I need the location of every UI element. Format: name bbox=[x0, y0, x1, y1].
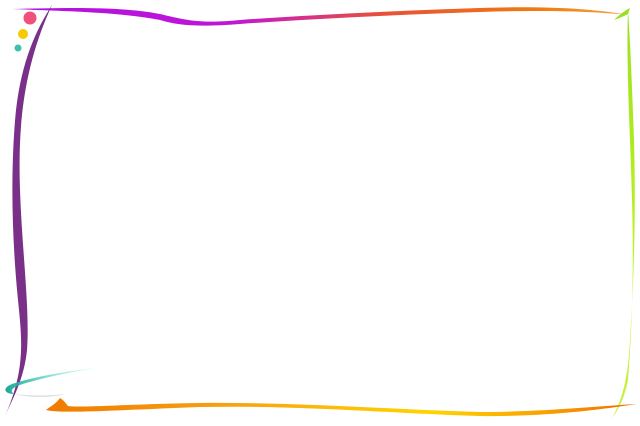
yellow-dot bbox=[18, 29, 28, 39]
grey-swoosh bbox=[14, 394, 66, 397]
top-stroke bbox=[12, 7, 628, 26]
pink-dot bbox=[23, 11, 37, 25]
teal-swoosh bbox=[5, 368, 97, 394]
bottom-stroke bbox=[46, 398, 636, 417]
right-stroke bbox=[612, 10, 635, 418]
teal-dot bbox=[14, 44, 22, 52]
left-stroke bbox=[4, 5, 52, 418]
right-tick bbox=[614, 8, 630, 20]
